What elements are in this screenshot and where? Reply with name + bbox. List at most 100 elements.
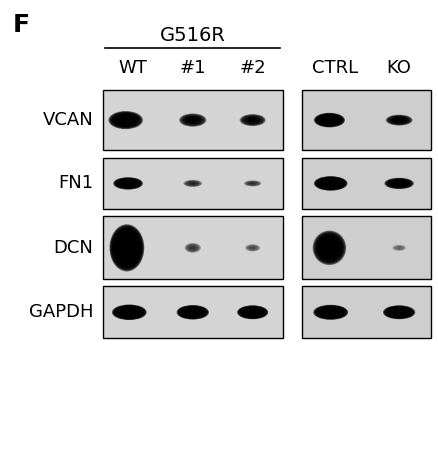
Ellipse shape <box>244 180 261 186</box>
Ellipse shape <box>244 116 261 124</box>
Ellipse shape <box>315 113 344 127</box>
Ellipse shape <box>325 243 334 252</box>
Ellipse shape <box>245 309 260 316</box>
Ellipse shape <box>324 118 335 123</box>
Ellipse shape <box>123 309 136 315</box>
Ellipse shape <box>320 115 339 125</box>
Ellipse shape <box>181 114 205 126</box>
Ellipse shape <box>323 242 336 254</box>
Ellipse shape <box>389 116 410 124</box>
Text: GAPDH: GAPDH <box>29 303 93 321</box>
Ellipse shape <box>313 231 346 265</box>
Ellipse shape <box>392 180 406 186</box>
Ellipse shape <box>391 180 407 186</box>
Ellipse shape <box>314 176 347 191</box>
Ellipse shape <box>246 309 259 315</box>
Ellipse shape <box>322 180 339 187</box>
Ellipse shape <box>317 178 344 189</box>
Ellipse shape <box>318 307 344 318</box>
Ellipse shape <box>392 309 406 315</box>
Ellipse shape <box>185 243 201 253</box>
Ellipse shape <box>122 181 134 186</box>
Ellipse shape <box>117 179 139 188</box>
Ellipse shape <box>389 308 410 317</box>
Ellipse shape <box>324 309 338 315</box>
Ellipse shape <box>246 117 260 123</box>
Ellipse shape <box>389 180 409 187</box>
Ellipse shape <box>246 181 260 186</box>
Ellipse shape <box>183 115 203 125</box>
Ellipse shape <box>187 310 198 315</box>
Ellipse shape <box>385 178 413 189</box>
Ellipse shape <box>315 233 343 262</box>
Ellipse shape <box>321 116 337 124</box>
Ellipse shape <box>387 115 411 125</box>
Ellipse shape <box>120 308 139 317</box>
Ellipse shape <box>184 243 201 253</box>
Ellipse shape <box>185 116 201 124</box>
Ellipse shape <box>393 309 406 315</box>
Ellipse shape <box>186 181 199 186</box>
Ellipse shape <box>316 306 345 318</box>
Ellipse shape <box>391 308 408 316</box>
Ellipse shape <box>322 309 339 316</box>
Ellipse shape <box>320 179 341 188</box>
Ellipse shape <box>320 308 342 317</box>
Ellipse shape <box>316 177 345 189</box>
Ellipse shape <box>317 234 342 261</box>
Ellipse shape <box>124 181 133 185</box>
Ellipse shape <box>114 114 137 126</box>
Ellipse shape <box>318 115 340 125</box>
Ellipse shape <box>178 306 207 319</box>
Ellipse shape <box>117 116 134 124</box>
Text: FN1: FN1 <box>58 174 93 193</box>
Ellipse shape <box>387 307 412 317</box>
Ellipse shape <box>245 181 261 186</box>
Ellipse shape <box>183 115 202 125</box>
Ellipse shape <box>314 305 348 320</box>
Ellipse shape <box>321 238 339 257</box>
Ellipse shape <box>187 181 199 186</box>
Bar <box>103 158 283 209</box>
Ellipse shape <box>245 181 260 186</box>
Ellipse shape <box>120 238 134 258</box>
Ellipse shape <box>392 181 406 186</box>
Ellipse shape <box>123 181 133 185</box>
Ellipse shape <box>185 309 200 316</box>
Ellipse shape <box>247 181 258 185</box>
Ellipse shape <box>321 179 341 188</box>
Ellipse shape <box>246 117 259 123</box>
Ellipse shape <box>392 245 406 251</box>
Ellipse shape <box>390 180 409 187</box>
Ellipse shape <box>185 117 200 123</box>
Ellipse shape <box>323 241 336 255</box>
Ellipse shape <box>318 115 341 125</box>
Ellipse shape <box>392 117 407 123</box>
Ellipse shape <box>385 178 413 189</box>
Ellipse shape <box>187 181 199 186</box>
Ellipse shape <box>247 310 258 315</box>
Ellipse shape <box>247 245 258 251</box>
Ellipse shape <box>188 118 198 123</box>
Ellipse shape <box>123 181 134 186</box>
Ellipse shape <box>387 179 412 188</box>
Ellipse shape <box>317 114 342 126</box>
Ellipse shape <box>119 180 137 187</box>
Ellipse shape <box>116 115 135 125</box>
Ellipse shape <box>315 305 346 319</box>
Ellipse shape <box>186 309 200 315</box>
Ellipse shape <box>187 310 199 315</box>
Ellipse shape <box>322 180 339 187</box>
Ellipse shape <box>115 232 138 264</box>
Ellipse shape <box>321 308 341 317</box>
Ellipse shape <box>119 116 133 124</box>
Ellipse shape <box>318 178 343 189</box>
Ellipse shape <box>184 116 201 124</box>
Ellipse shape <box>117 307 141 318</box>
Ellipse shape <box>185 180 201 186</box>
Text: KO: KO <box>387 59 412 77</box>
Ellipse shape <box>319 307 343 317</box>
Ellipse shape <box>120 238 134 257</box>
Ellipse shape <box>247 309 259 315</box>
Ellipse shape <box>115 231 139 264</box>
